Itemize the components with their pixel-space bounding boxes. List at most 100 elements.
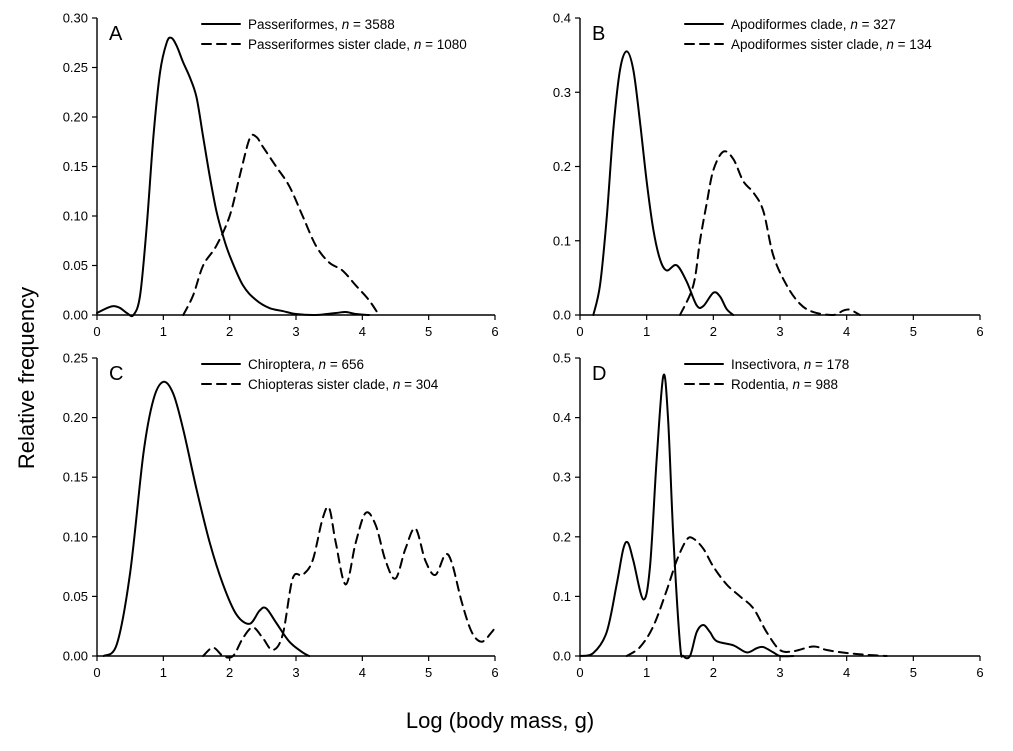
series-line-2 bbox=[679, 150, 861, 317]
legend-n-value: = 656 bbox=[326, 357, 364, 372]
legend-n-value: = 988 bbox=[800, 377, 838, 392]
x-tick-label: 6 bbox=[976, 665, 983, 680]
series-line-2 bbox=[182, 133, 380, 316]
legend-entry: Apodiformes clade, n = 327 bbox=[731, 17, 896, 32]
x-tick-label: 5 bbox=[910, 324, 917, 339]
y-tick-label: 0.0 bbox=[553, 308, 571, 323]
y-tick-label: 0.10 bbox=[63, 209, 88, 224]
x-tick-label: 6 bbox=[491, 324, 498, 339]
y-tick-label: 0.10 bbox=[63, 529, 88, 544]
panel-b: 0.0 0.1 0.2 0.3 0.4 0 1 2 3 4 5 6 B Apodiformes clade… bbox=[553, 11, 984, 340]
legend-series-name: Insectivora, bbox=[731, 357, 804, 372]
panel-letter: D bbox=[592, 363, 606, 385]
x-tick-label: 4 bbox=[359, 665, 366, 680]
panel-letter: C bbox=[109, 363, 123, 385]
legend-series-name: Apodiformes clade, bbox=[731, 17, 850, 32]
x-tick-label: 0 bbox=[576, 324, 583, 339]
x-tick-label: 1 bbox=[160, 324, 167, 339]
y-axis-title: Relative frequency bbox=[14, 287, 39, 469]
x-tick-label: 3 bbox=[776, 324, 783, 339]
x-tick-label: 5 bbox=[425, 324, 432, 339]
legend-n-symbol: n bbox=[414, 37, 422, 52]
legend-entry: Apodiformes sister clade, n = 134 bbox=[731, 37, 932, 52]
x-tick-label: 1 bbox=[643, 665, 650, 680]
legend-series-name: Apodiformes sister clade, bbox=[731, 37, 886, 52]
legend-entry: Chiopteras sister clade, n = 304 bbox=[248, 377, 439, 392]
legend-n-symbol: n bbox=[793, 377, 801, 392]
series-line-1 bbox=[579, 373, 795, 660]
x-tick-label: 5 bbox=[910, 665, 917, 680]
x-tick-label: 2 bbox=[710, 665, 717, 680]
y-tick-label: 0.30 bbox=[63, 11, 88, 26]
y-tick-label: 0.3 bbox=[553, 85, 571, 100]
x-tick-label: 3 bbox=[292, 324, 299, 339]
series-line-2 bbox=[202, 505, 496, 659]
y-tick-label: 0.05 bbox=[63, 589, 88, 604]
legend-entry: Rodentia, n = 988 bbox=[731, 377, 838, 392]
x-tick-label: 3 bbox=[776, 665, 783, 680]
y-tick-label: 0.2 bbox=[553, 529, 571, 544]
x-tick-label: 1 bbox=[160, 665, 167, 680]
x-tick-label: 2 bbox=[226, 665, 233, 680]
series-line-2 bbox=[625, 536, 888, 657]
y-tick-label: 0.15 bbox=[63, 159, 88, 174]
x-axis-title: Log (body mass, g) bbox=[406, 708, 594, 733]
legend-n-symbol: n bbox=[393, 377, 401, 392]
legend-entry: Passeriformes sister clade, n = 1080 bbox=[248, 37, 467, 52]
panel-d: 0.0 0.1 0.2 0.3 0.4 0.5 0 1 2 3 4 5 6 D Insectivora, n… bbox=[553, 351, 984, 681]
y-tick-label: 0.20 bbox=[63, 410, 88, 425]
y-tick-label: 0.00 bbox=[63, 308, 88, 323]
x-tick-label: 3 bbox=[292, 665, 299, 680]
legend-n-value: = 1080 bbox=[421, 37, 466, 52]
legend-series-name: Rodentia, bbox=[731, 377, 793, 392]
x-tick-label: 2 bbox=[226, 324, 233, 339]
panel-a: 0.00 0.05 0.10 0.15 0.20 0.25 0.30 0 1 2 3 4 5 6 A Pass… bbox=[63, 11, 499, 340]
legend-n-symbol: n bbox=[804, 357, 812, 372]
legend-series-name: Chiroptera, bbox=[248, 357, 319, 372]
y-tick-label: 0.05 bbox=[63, 258, 88, 273]
y-tick-label: 0.5 bbox=[553, 351, 571, 366]
legend-series-name: Passeriformes, bbox=[248, 17, 342, 32]
legend-n-value: = 3588 bbox=[349, 17, 394, 32]
y-tick-label: 0.20 bbox=[63, 110, 88, 125]
legend-entry: Insectivora, n = 178 bbox=[731, 357, 849, 372]
series-line-1 bbox=[592, 50, 735, 316]
legend-n-value: = 327 bbox=[858, 17, 896, 32]
y-tick-label: 0.1 bbox=[553, 233, 571, 248]
panel-c: 0.00 0.05 0.10 0.15 0.20 0.25 0 1 2 3 4 5 6 C Chiropte… bbox=[63, 351, 499, 681]
legend-n-symbol: n bbox=[886, 37, 894, 52]
x-tick-label: 4 bbox=[843, 324, 850, 339]
x-tick-label: 0 bbox=[576, 665, 583, 680]
y-tick-label: 0.3 bbox=[553, 470, 571, 485]
legend-n-symbol: n bbox=[342, 17, 350, 32]
y-tick-label: 0.25 bbox=[63, 60, 88, 75]
legend-n-symbol: n bbox=[850, 17, 858, 32]
y-tick-label: 0.00 bbox=[63, 649, 88, 664]
legend-entry: Chiroptera, n = 656 bbox=[248, 357, 364, 372]
y-tick-label: 0.2 bbox=[553, 159, 571, 174]
legend-n-value: = 178 bbox=[811, 357, 849, 372]
legend-n-value: = 304 bbox=[400, 377, 438, 392]
y-tick-label: 0.4 bbox=[553, 11, 571, 26]
y-tick-label: 0.0 bbox=[553, 649, 571, 664]
y-tick-label: 0.4 bbox=[553, 410, 571, 425]
y-tick-label: 0.1 bbox=[553, 589, 571, 604]
legend-series-name: Passeriformes sister clade, bbox=[248, 37, 414, 52]
series-line-1 bbox=[96, 36, 370, 318]
x-tick-label: 2 bbox=[710, 324, 717, 339]
legend-entry: Passeriformes, n = 3588 bbox=[248, 17, 395, 32]
legend-n-value: = 134 bbox=[894, 37, 932, 52]
x-tick-label: 6 bbox=[491, 665, 498, 680]
x-tick-label: 0 bbox=[93, 324, 100, 339]
legend-n-symbol: n bbox=[319, 357, 327, 372]
y-tick-label: 0.25 bbox=[63, 351, 88, 366]
y-tick-label: 0.15 bbox=[63, 470, 88, 485]
x-tick-label: 1 bbox=[643, 324, 650, 339]
series-line-1 bbox=[102, 380, 311, 657]
x-tick-label: 4 bbox=[359, 324, 366, 339]
panel-letter: B bbox=[592, 23, 605, 45]
panel-letter: A bbox=[109, 23, 123, 45]
x-tick-label: 6 bbox=[976, 324, 983, 339]
